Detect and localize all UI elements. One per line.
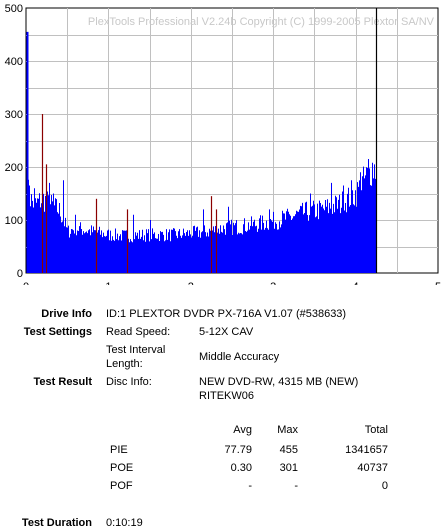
test-settings-label: Test Settings — [23, 326, 92, 338]
interval-label-line1: Test Interval — [106, 344, 166, 356]
y-tick-label: 400 — [5, 56, 23, 68]
row-pof-max: - — [294, 480, 298, 492]
interval-value: Middle Accuracy — [199, 351, 280, 363]
x-tick-label: 0 — [23, 281, 29, 285]
pie-chart: PlexTools Professional V2.24b Copyright … — [5, 3, 441, 285]
row-pof-name: POF — [110, 480, 133, 492]
interval-label-line2: Length: — [106, 358, 143, 370]
y-tick-label: 300 — [5, 109, 23, 121]
row-pof-avg: - — [248, 480, 252, 492]
drive-info-value: ID:1 PLEXTOR DVDR PX-716A V1.07 (#538633… — [106, 308, 347, 320]
row-poe-name: POE — [110, 462, 134, 474]
row-poe-avg: 0.30 — [230, 462, 252, 474]
read-speed-label: Read Speed: — [106, 326, 171, 338]
drive-info-label: Drive Info — [41, 308, 92, 320]
x-tick-label: 3 — [270, 281, 276, 285]
disc-info-value-line2: RITEKW06 — [199, 390, 255, 402]
read-speed-value: 5-12X CAV — [199, 326, 254, 338]
y-tick-label: 100 — [5, 215, 23, 227]
test-result-label: Test Result — [33, 376, 92, 388]
header-avg: Avg — [233, 424, 252, 436]
row-poe-total: 40737 — [357, 462, 388, 474]
test-duration-label: Test Duration — [21, 517, 92, 529]
series-bars — [26, 8, 378, 273]
header-total: Total — [364, 424, 388, 436]
y-tick-label: 0 — [17, 268, 23, 280]
x-tick-label: 1 — [105, 281, 111, 285]
row-pie-total: 1341657 — [345, 444, 388, 456]
row-pof-total: 0 — [381, 480, 388, 492]
row-pie-max: 455 — [279, 444, 298, 456]
disc-info-value-line1: NEW DVD-RW, 4315 MB (NEW) — [199, 376, 359, 388]
x-tick-label: 2 — [188, 281, 194, 285]
disc-info-label: Disc Info: — [106, 376, 152, 388]
x-tick-label: 5 — [435, 281, 441, 285]
row-pie-avg: 77.79 — [224, 444, 252, 456]
y-tick-label: 500 — [5, 3, 23, 15]
row-pie-name: PIE — [110, 444, 128, 456]
watermark: PlexTools Professional V2.24b Copyright … — [88, 16, 435, 28]
y-tick-label: 200 — [5, 162, 23, 174]
test-duration-value: 0:10:19 — [106, 517, 143, 529]
x-tick-label: 4 — [353, 281, 359, 285]
row-poe-max: 301 — [279, 462, 298, 474]
axis-ticks: 0 1 2 3 4 5 0 100 200 300 400 500 — [5, 3, 441, 285]
header-max: Max — [277, 424, 298, 436]
